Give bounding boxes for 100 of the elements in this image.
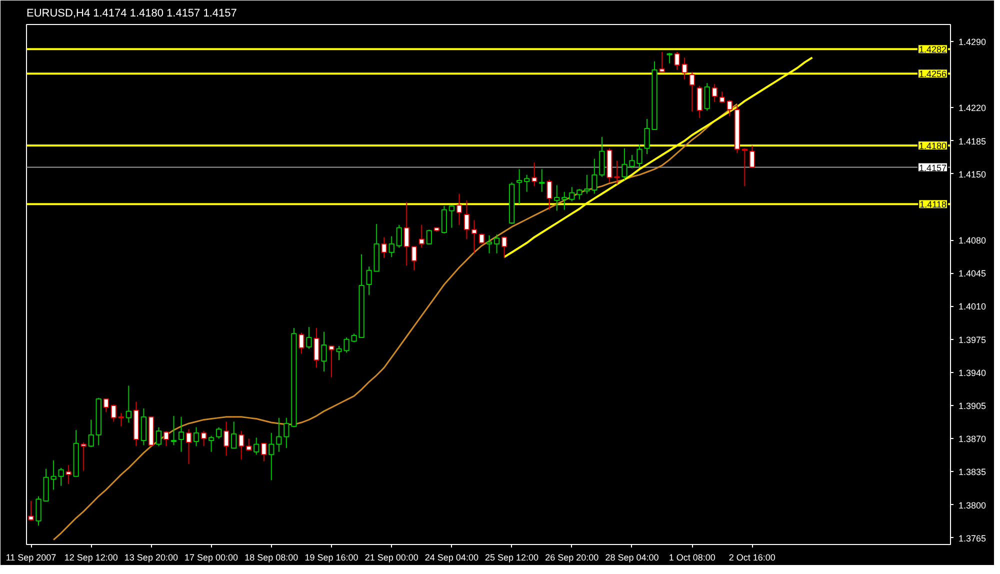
y-tick-label: 1.4150 bbox=[958, 169, 986, 180]
y-tick-label: 1.3940 bbox=[958, 368, 986, 378]
x-tick-label: 28 Sep 04:00 bbox=[605, 552, 659, 562]
candlestick bbox=[388, 236, 394, 258]
candlestick bbox=[381, 236, 387, 259]
candlestick bbox=[103, 398, 109, 413]
x-tick-label: 2 Oct 16:00 bbox=[728, 552, 776, 562]
candlestick bbox=[223, 421, 230, 456]
ref-line-label: 1.4282 bbox=[918, 44, 947, 55]
candlestick bbox=[539, 168, 545, 192]
candlestick bbox=[328, 345, 334, 378]
candlestick bbox=[531, 162, 538, 187]
ref-line-label: 1.4157 bbox=[918, 162, 947, 173]
x-tick-label: 21 Sep 00:00 bbox=[364, 552, 418, 562]
x-tick-label: 12 Sep 12:00 bbox=[64, 552, 118, 562]
candlestick bbox=[562, 191, 568, 210]
y-tick-label: 1.3835 bbox=[958, 467, 986, 478]
candlestick bbox=[592, 158, 598, 194]
x-tick-label: 18 Sep 08:00 bbox=[244, 552, 298, 562]
candlestick bbox=[163, 430, 170, 447]
candlestick bbox=[200, 430, 207, 447]
candlestick bbox=[118, 412, 124, 427]
candlestick bbox=[516, 168, 522, 205]
candlestick bbox=[404, 202, 410, 266]
candlestick bbox=[306, 326, 312, 350]
candlestick bbox=[193, 426, 200, 447]
candlestick bbox=[246, 438, 252, 452]
y-tick-label: 1.4045 bbox=[958, 268, 986, 279]
candlestick bbox=[569, 186, 575, 202]
candlestick bbox=[546, 179, 552, 210]
chart-title: EURUSD,H4 1.4174 1.4180 1.4157 1.4157 bbox=[26, 8, 237, 20]
candlestick bbox=[66, 464, 72, 484]
candlestick bbox=[659, 51, 665, 72]
candlestick bbox=[216, 426, 222, 440]
candlestick bbox=[396, 224, 402, 248]
x-tick-label: 13 Sep 20:00 bbox=[124, 552, 178, 562]
y-tick-label: 1.4290 bbox=[958, 37, 986, 48]
y-tick-label: 1.3975 bbox=[958, 334, 986, 345]
x-tick-label: 24 Sep 04:00 bbox=[424, 552, 478, 562]
x-tick-label: 11 Sep 2007 bbox=[6, 552, 56, 562]
candlestick bbox=[88, 419, 94, 448]
candlestick bbox=[126, 385, 132, 424]
candlestick bbox=[584, 174, 590, 194]
candlestick bbox=[712, 84, 718, 103]
x-tick-label: 25 Sep 12:00 bbox=[485, 552, 539, 562]
candlestick bbox=[448, 204, 455, 228]
candlestick bbox=[110, 404, 116, 422]
candlestick bbox=[524, 174, 530, 192]
candlestick bbox=[456, 193, 462, 226]
candlestick bbox=[321, 331, 327, 372]
candlestick bbox=[418, 224, 424, 248]
candlestick bbox=[501, 236, 508, 259]
ref-line-label: 1.4180 bbox=[918, 141, 947, 152]
y-tick-label: 1.4185 bbox=[958, 136, 986, 146]
y-tick-label: 1.4080 bbox=[958, 236, 986, 246]
y-tick-label: 1.3870 bbox=[958, 434, 986, 444]
candlestick bbox=[599, 136, 605, 178]
y-tick-label: 1.3765 bbox=[958, 533, 986, 544]
candlestick bbox=[156, 426, 162, 447]
x-tick-label: 26 Sep 20:00 bbox=[545, 552, 599, 562]
candlestick bbox=[178, 416, 184, 452]
candlestick bbox=[464, 200, 470, 240]
candlestick bbox=[749, 145, 756, 168]
y-tick-label: 1.4010 bbox=[958, 302, 986, 312]
candlestick bbox=[441, 206, 448, 234]
candlestick bbox=[478, 232, 485, 244]
candlestick bbox=[80, 442, 86, 472]
candlestick bbox=[58, 467, 64, 486]
candlestick bbox=[696, 85, 702, 119]
x-tick-label: 1 Oct 08:00 bbox=[668, 552, 716, 562]
candlestick bbox=[486, 234, 492, 254]
candlestick bbox=[186, 428, 192, 465]
candlestick bbox=[494, 234, 500, 254]
candlestick bbox=[238, 430, 244, 460]
ref-line-label: 1.4118 bbox=[920, 200, 946, 210]
candlestick bbox=[231, 421, 237, 449]
candlestick bbox=[726, 100, 732, 117]
candlestick bbox=[426, 229, 432, 244]
candlestick bbox=[719, 91, 725, 103]
y-tick-label: 1.3800 bbox=[958, 500, 986, 510]
candlestick bbox=[298, 332, 304, 354]
candlestick bbox=[576, 188, 582, 200]
candlestick bbox=[261, 442, 267, 462]
candlestick bbox=[666, 52, 672, 64]
candlestick bbox=[140, 408, 147, 446]
x-tick-label: 17 Sep 00:00 bbox=[184, 552, 238, 562]
candlestick bbox=[704, 82, 710, 112]
y-tick-label: 1.3905 bbox=[958, 401, 986, 412]
candlestick bbox=[411, 246, 417, 271]
candlestick bbox=[268, 432, 274, 481]
candlestick bbox=[276, 417, 282, 452]
candlestick bbox=[554, 184, 560, 212]
candlestick bbox=[208, 435, 214, 452]
candlestick bbox=[471, 220, 478, 254]
ref-line-label: 1.4256 bbox=[918, 69, 947, 80]
y-tick-label: 1.4220 bbox=[958, 103, 986, 114]
candlestick bbox=[314, 327, 320, 368]
candlestick bbox=[689, 71, 695, 112]
candlestick bbox=[170, 415, 177, 446]
candlestick bbox=[254, 437, 260, 456]
